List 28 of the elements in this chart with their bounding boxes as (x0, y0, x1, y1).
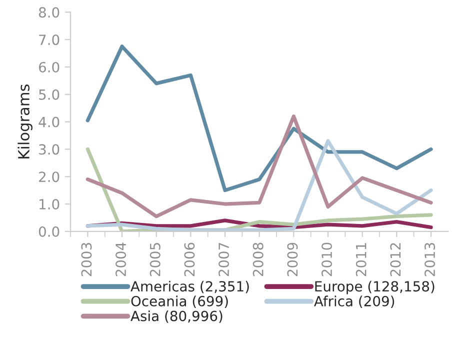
y-axis-title: Kilograms (18, 84, 32, 158)
y-tick-label: 7.0 (39, 34, 60, 46)
x-tick-label: 2004 (116, 242, 126, 276)
legend-label: Oceania (699) (131, 296, 228, 308)
x-tick-label: 2008 (252, 242, 264, 276)
line-series (86, 44, 433, 192)
y-tick-label: 5.0 (39, 89, 60, 100)
x-tick-label: 2007 (218, 243, 230, 276)
x-tick-label: 2009 (287, 242, 298, 276)
x-tick-label: 2003 (81, 242, 92, 276)
x-tick-label: 2012 (390, 243, 401, 276)
y-tick-label: 3.0 (39, 144, 60, 155)
y-tick-label: 2.0 (39, 172, 60, 182)
x-tick-label: 2006 (184, 242, 195, 276)
legend-label: Africa (209) (314, 296, 394, 308)
y-tick-label: 1.0 (40, 198, 60, 210)
y-tick-label: 6.0 (38, 62, 60, 72)
x-tick-label: 2011 (356, 243, 366, 276)
x-tick-label: 2010 (322, 242, 332, 276)
legend-label: Americas (2,351) (130, 280, 249, 294)
legend-label: Europe (128,158) (315, 280, 434, 294)
line-series (86, 114, 433, 218)
y-tick-label: 4.0 (38, 116, 60, 128)
legend-label: Asia (80,996) (130, 310, 222, 323)
y-tick-label: 8.0 (38, 7, 60, 18)
x-tick-label: 2005 (150, 243, 160, 276)
x-tick-label: 2013 (424, 242, 436, 276)
y-tick-label: 0.0 (38, 226, 60, 237)
